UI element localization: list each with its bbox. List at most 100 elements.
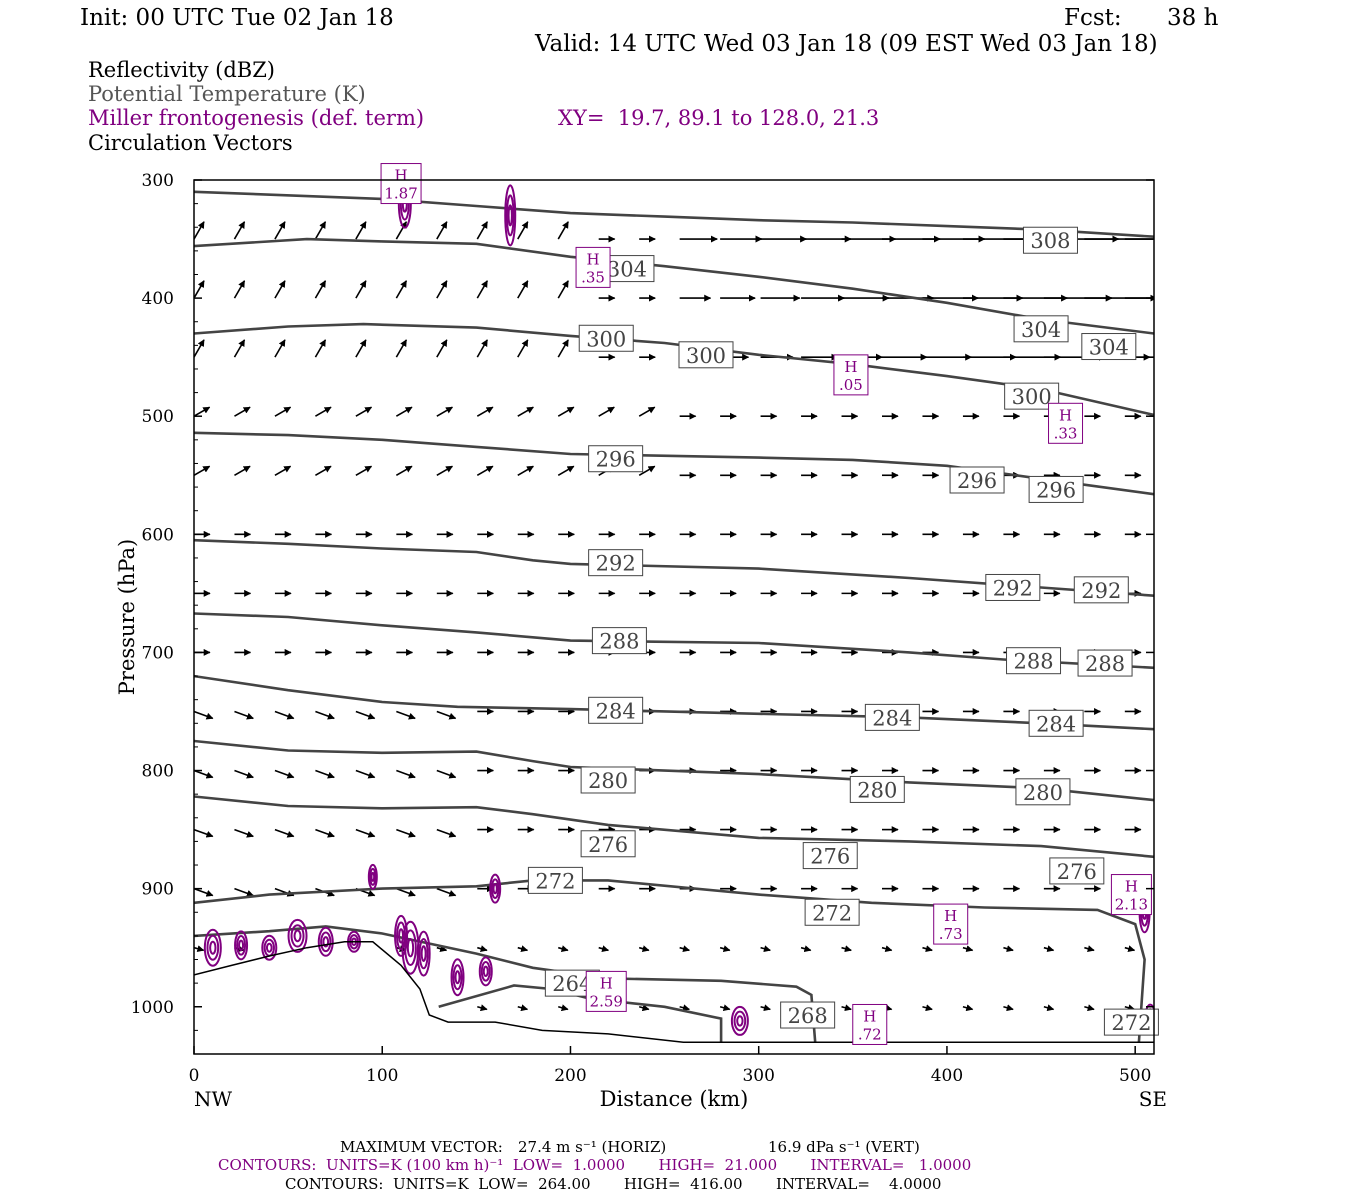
vector-arrow [355,769,376,779]
theta-label-box [780,1001,836,1029]
vector-arrow [234,887,254,897]
maximum-value: .33 [1054,424,1078,442]
vector-arrow [638,945,650,953]
vector-arrow [557,221,569,240]
theta-label: 296 [596,448,636,472]
frontogenesis-contour [290,924,305,948]
maximum-box [933,903,969,945]
theta-label: 272 [812,901,852,925]
maximum-marker: H [395,167,408,185]
vector-arrow [314,339,327,358]
vector-arrow [476,280,488,299]
theta-label-box [1103,1008,1159,1036]
legend-reflectivity: Reflectivity (dBZ) [88,58,276,82]
vector-arrow [194,710,214,720]
theta-label: 304 [1089,336,1129,360]
vector-arrow [315,406,332,417]
theta-label-box [849,775,905,803]
theta-label: 304 [607,258,647,282]
frontogenesis-contour [420,945,427,962]
theta-label-box [1081,333,1137,361]
vector-arrow [517,406,534,417]
cross-section-chart: 308 304 304 304 300 300 300 296 296 296 292 292 292 2… [115,163,1167,1110]
theta-label: 280 [588,769,628,793]
vector-arrow [436,339,448,358]
frontogenesis-contour [317,926,334,957]
vector-arrow [517,221,529,240]
theta-label: 284 [872,706,912,730]
vector-arrow [436,828,457,838]
forecast-label: Fcst: [1064,5,1122,31]
vector-arrow [355,339,367,358]
frontogenesis-contour [206,934,220,961]
frontogenesis-contour [404,929,417,967]
theta-label: 292 [596,552,636,576]
frontogenesis-contour [209,940,217,955]
vector-arrow [274,280,286,299]
vector-arrow [1043,945,1055,953]
frontogenesis-contour [478,956,493,987]
theta-label: 288 [1085,652,1125,676]
frontogenesis-contour [261,934,278,961]
vector-arrow [274,710,295,720]
vector-arrow [234,465,251,476]
vector-arrow [800,945,812,953]
theta-label: 272 [535,869,575,893]
vector-arrow [395,280,408,299]
vector-arrow [274,828,295,838]
maximum-marker: H [1059,406,1072,424]
theta-contour-272 [194,879,1146,1043]
vector-arrow [274,769,295,779]
theta-label-box [588,445,644,473]
init-time: Init: 00 UTC Tue 02 Jan 18 [80,5,394,31]
vector-arrow [194,280,205,299]
vector-arrow [557,280,569,299]
vector-arrow [274,465,292,476]
max-vector-vert: 16.9 dPa s⁻¹ (VERT) [768,1138,920,1156]
theta-contour-308 [194,190,1154,238]
vector-arrow [395,465,413,476]
vector-arrow [194,221,205,240]
frontogenesis-contour [507,204,513,227]
theta-label: 288 [1013,650,1053,674]
y-axis-label: Pressure (hPa) [115,539,139,695]
legend-vectors: Circulation Vectors [88,131,293,155]
theta-label-box [588,696,644,724]
vector-arrow [679,1004,690,1012]
vector-arrow [638,1004,650,1012]
maximum-value: .35 [581,268,605,286]
x-tick-label: 300 [742,1066,774,1086]
theta-label-box [588,549,644,577]
x-tick-label: 400 [931,1066,963,1086]
vector-arrow [881,945,893,953]
vector-arrow [517,280,529,299]
vector-arrow [557,406,575,417]
vector-arrow [477,945,488,953]
vector-arrow [436,406,454,417]
maximum-box [833,354,869,396]
maximum-box [585,970,627,1012]
y-tick-label: 400 [142,289,174,309]
vector-arrow [355,465,373,476]
vector-arrow [558,1004,569,1012]
x-end-label-right: SE [1139,1087,1167,1110]
theta-label-box [591,627,647,655]
max-vector-label: MAXIMUM VECTOR: [340,1138,503,1156]
vector-arrow [638,406,656,417]
vector-arrow [436,769,457,779]
frontogenesis-contour [416,930,431,977]
maximum-value: 2.13 [1115,896,1148,914]
theta-label: 276 [1057,860,1097,884]
theta-label: 292 [1081,579,1121,603]
theta-label: 276 [810,845,850,869]
y-tick-label: 800 [142,762,174,782]
frontogenesis-contour [287,918,308,953]
frontogenesis-contour [733,1010,747,1032]
theta-label-box [527,866,583,894]
maximum-marker: H [1125,878,1138,896]
vector-arrow [436,710,457,720]
theta-label: 292 [993,576,1033,600]
theta-label-box [1028,709,1084,737]
theta-label-box [1073,576,1129,604]
maximum-box [852,1003,888,1045]
